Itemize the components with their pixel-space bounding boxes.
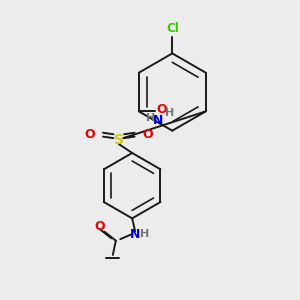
Text: N: N: [130, 228, 140, 241]
Text: H: H: [165, 108, 174, 118]
Text: H: H: [146, 113, 155, 123]
Text: O: O: [84, 128, 95, 141]
Text: O: O: [95, 220, 105, 233]
Text: O: O: [142, 128, 153, 141]
Text: Cl: Cl: [166, 22, 179, 35]
Text: S: S: [114, 133, 124, 147]
Text: H: H: [140, 229, 150, 239]
Text: O: O: [157, 103, 167, 116]
Text: N: N: [153, 114, 163, 127]
